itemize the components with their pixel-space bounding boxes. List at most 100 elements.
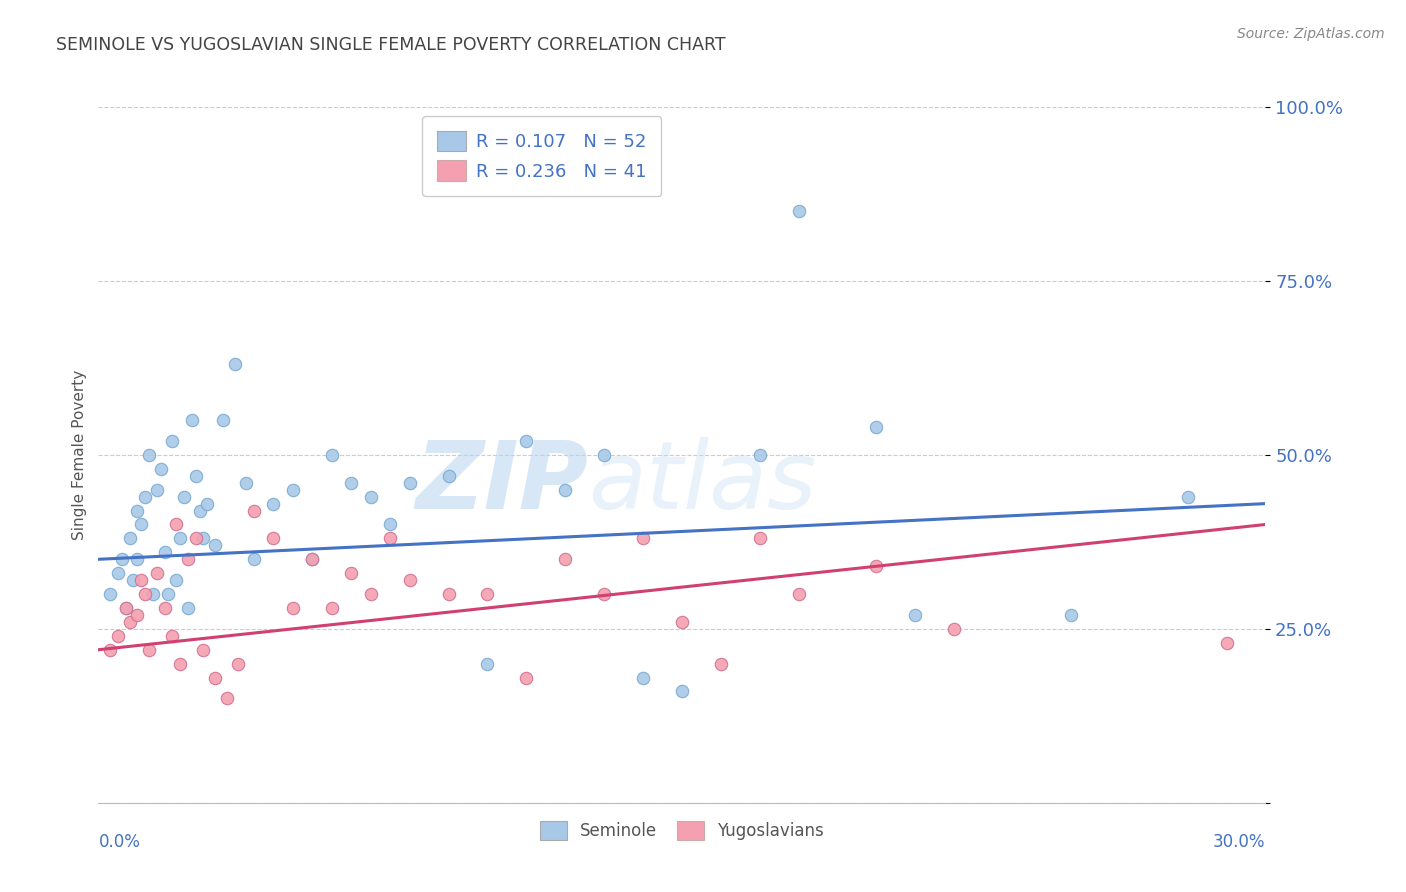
Point xyxy=(127,607,149,622)
Point xyxy=(215,691,238,706)
Point xyxy=(212,413,235,427)
Point xyxy=(631,532,654,546)
Point xyxy=(904,607,927,622)
Point xyxy=(193,532,215,546)
Point xyxy=(1060,607,1083,622)
Point xyxy=(477,657,499,671)
Point xyxy=(153,601,176,615)
Point xyxy=(554,483,576,497)
Point xyxy=(631,671,654,685)
Point xyxy=(134,490,156,504)
Point xyxy=(149,462,172,476)
Point xyxy=(127,552,149,566)
Point xyxy=(243,503,266,517)
Point xyxy=(1177,490,1199,504)
Point xyxy=(1215,636,1237,650)
Point xyxy=(184,468,207,483)
Point xyxy=(340,566,363,581)
Point xyxy=(177,601,200,615)
Point xyxy=(281,601,304,615)
Point xyxy=(111,552,134,566)
Point xyxy=(204,538,226,552)
Point xyxy=(262,532,284,546)
Point xyxy=(177,552,200,566)
Point xyxy=(127,503,149,517)
Point xyxy=(184,532,207,546)
Point xyxy=(281,483,304,497)
Point xyxy=(262,497,284,511)
Point xyxy=(515,671,537,685)
Point xyxy=(593,587,616,601)
Point xyxy=(321,448,343,462)
Point xyxy=(146,483,169,497)
Point xyxy=(173,490,195,504)
Text: Source: ZipAtlas.com: Source: ZipAtlas.com xyxy=(1237,27,1385,41)
Point xyxy=(360,490,382,504)
Text: atlas: atlas xyxy=(589,437,817,528)
Point xyxy=(146,566,169,581)
Point xyxy=(118,532,141,546)
Point xyxy=(380,532,402,546)
Point xyxy=(180,413,202,427)
Point xyxy=(153,545,176,559)
Point xyxy=(748,448,770,462)
Point xyxy=(515,434,537,448)
Point xyxy=(107,566,129,581)
Point xyxy=(787,587,810,601)
Point xyxy=(114,601,136,615)
Point xyxy=(129,573,152,587)
Point xyxy=(122,573,145,587)
Point xyxy=(228,657,250,671)
Point xyxy=(787,204,810,219)
Point xyxy=(204,671,226,685)
Point xyxy=(98,642,121,657)
Point xyxy=(224,358,246,372)
Point xyxy=(865,420,887,434)
Point xyxy=(943,622,966,636)
Point xyxy=(165,573,187,587)
Point xyxy=(195,497,218,511)
Text: ZIP: ZIP xyxy=(416,437,589,529)
Point xyxy=(340,475,363,490)
Point xyxy=(321,601,343,615)
Point xyxy=(710,657,733,671)
Point xyxy=(129,517,152,532)
Text: 0.0%: 0.0% xyxy=(98,833,141,851)
Point xyxy=(162,629,184,643)
Point xyxy=(138,448,160,462)
Point xyxy=(169,657,191,671)
Point xyxy=(671,684,693,698)
Point xyxy=(98,587,121,601)
Point xyxy=(142,587,165,601)
Point xyxy=(554,552,576,566)
Point xyxy=(398,573,420,587)
Point xyxy=(301,552,323,566)
Point xyxy=(107,629,129,643)
Point xyxy=(138,642,160,657)
Point xyxy=(301,552,323,566)
Point xyxy=(748,532,770,546)
Y-axis label: Single Female Poverty: Single Female Poverty xyxy=(72,370,87,540)
Point xyxy=(157,587,180,601)
Text: SEMINOLE VS YUGOSLAVIAN SINGLE FEMALE POVERTY CORRELATION CHART: SEMINOLE VS YUGOSLAVIAN SINGLE FEMALE PO… xyxy=(56,36,725,54)
Text: 30.0%: 30.0% xyxy=(1213,833,1265,851)
Point xyxy=(243,552,266,566)
Point xyxy=(593,448,616,462)
Point xyxy=(118,615,141,629)
Point xyxy=(437,587,460,601)
Point xyxy=(380,517,402,532)
Point xyxy=(235,475,257,490)
Point xyxy=(165,517,187,532)
Point xyxy=(188,503,211,517)
Point xyxy=(671,615,693,629)
Point xyxy=(162,434,184,448)
Point xyxy=(360,587,382,601)
Point xyxy=(114,601,136,615)
Point xyxy=(134,587,156,601)
Point xyxy=(477,587,499,601)
Point xyxy=(865,559,887,574)
Point xyxy=(398,475,420,490)
Point xyxy=(437,468,460,483)
Point xyxy=(193,642,215,657)
Legend: Seminole, Yugoslavians: Seminole, Yugoslavians xyxy=(533,814,831,847)
